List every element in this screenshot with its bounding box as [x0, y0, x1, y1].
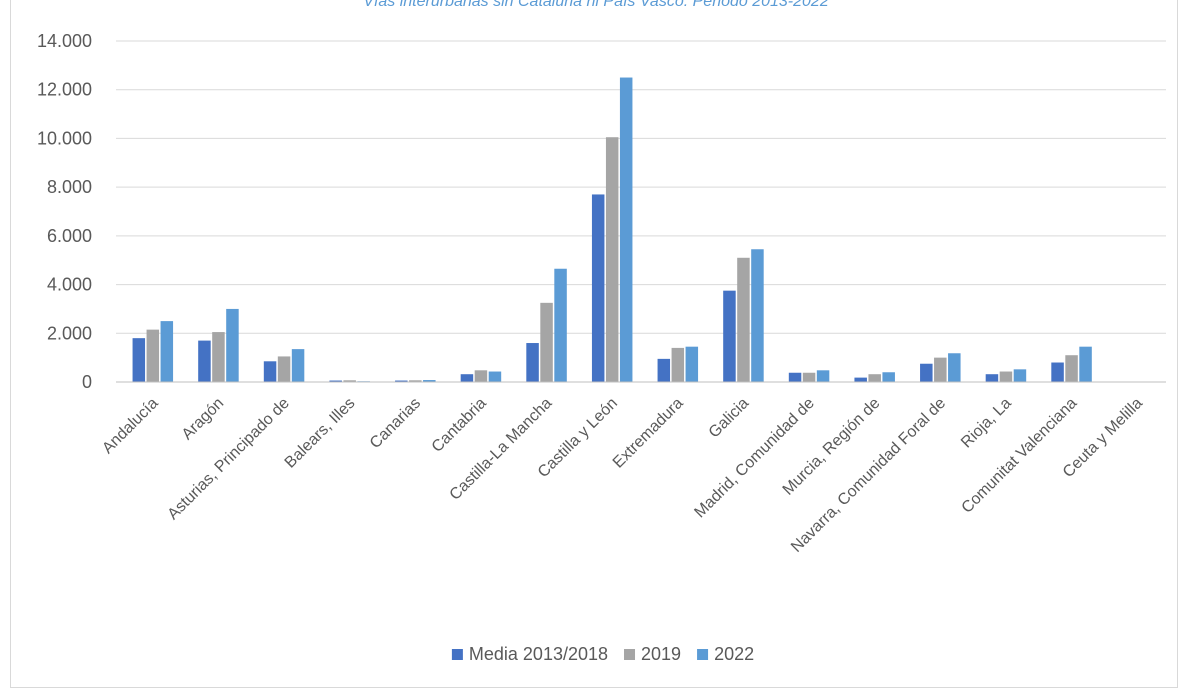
x-tick-label: Rioja, La: [958, 395, 1015, 452]
bar: [1079, 346, 1092, 382]
x-tick-label: Cantabria: [429, 395, 490, 456]
bar: [277, 356, 291, 382]
x-tick-label: Comunitat Valenciana: [959, 395, 1081, 517]
bar: [619, 77, 633, 383]
bar: [1051, 362, 1064, 382]
gridlines: [116, 40, 1166, 334]
bar: [554, 268, 567, 382]
bar: [423, 380, 436, 382]
bar: [146, 329, 160, 382]
bar: [460, 374, 474, 382]
x-tick-label: Galicia: [706, 395, 753, 442]
bar: [263, 361, 277, 382]
y-axis-ticks: 0 2.000 4.000 6.000 8.000 10.000 12.000 14.000: [37, 31, 92, 392]
bar: [132, 338, 146, 382]
bar: [526, 343, 539, 382]
legend-label: Media 2013/2018: [469, 644, 608, 664]
bar: [395, 380, 408, 382]
bar: [671, 347, 685, 382]
legend-item: Media 2013/2018: [451, 644, 608, 664]
x-tick-label: Asturias, Principado de: [165, 395, 293, 523]
bar: [1065, 355, 1078, 382]
legend-item: 2019: [624, 644, 681, 664]
bar: [1013, 369, 1027, 382]
legend-label: 2022: [714, 644, 754, 664]
x-tick-label: Canarias: [367, 395, 424, 452]
bar: [737, 257, 750, 382]
bar: [816, 370, 830, 382]
y-tick-label: 2.000: [47, 323, 92, 343]
bar: [226, 308, 239, 382]
bar: [605, 137, 619, 382]
bar: [882, 372, 895, 382]
bar: [291, 349, 305, 382]
y-tick-label: 6.000: [47, 226, 92, 246]
bar: [985, 374, 999, 382]
x-tick-label: Andalucía: [99, 395, 161, 457]
bar: [685, 346, 699, 382]
bar: [948, 353, 961, 382]
legend-swatch: [697, 649, 709, 660]
bar: [488, 371, 502, 382]
bar: [751, 249, 764, 382]
bar: [788, 372, 802, 382]
bar: [657, 358, 671, 382]
x-tick-label: Balears, Illes: [282, 395, 359, 472]
bar: [723, 290, 736, 382]
y-tick-label: 4.000: [47, 275, 92, 295]
bar: [160, 321, 174, 382]
bar: [934, 357, 947, 382]
legend-swatch: [451, 649, 463, 660]
bar: [343, 380, 356, 382]
y-tick-label: 12.000: [37, 80, 92, 100]
bar: [409, 380, 422, 382]
bar: [920, 363, 933, 382]
legend-label: 2019: [641, 644, 681, 664]
chart-title: Vías interurbanas sin Cataluña ni País V…: [363, 0, 829, 10]
chart-frame: [10, 0, 1178, 688]
bar: [802, 372, 816, 382]
bar: [868, 374, 881, 382]
bar: [212, 332, 225, 382]
legend: Media 2013/2018 2019 2022: [451, 644, 754, 664]
legend-swatch: [624, 649, 636, 660]
x-tick-label: Extremadura: [610, 395, 687, 472]
x-tick-label: Madrid, Comunidad de: [691, 395, 818, 522]
bar: [999, 371, 1013, 382]
bar: [198, 340, 211, 382]
y-tick-label: 0: [82, 372, 92, 392]
bar: [854, 377, 867, 382]
bars: [132, 77, 1092, 383]
legend-item: 2022: [697, 644, 754, 664]
bar: [540, 302, 553, 382]
bar: [474, 370, 488, 382]
y-tick-label: 14.000: [37, 31, 92, 51]
x-tick-label: Aragón: [179, 395, 228, 444]
y-tick-label: 10.000: [37, 128, 92, 148]
bar: [329, 380, 342, 382]
bar: [591, 194, 605, 382]
y-tick-label: 8.000: [47, 177, 92, 197]
